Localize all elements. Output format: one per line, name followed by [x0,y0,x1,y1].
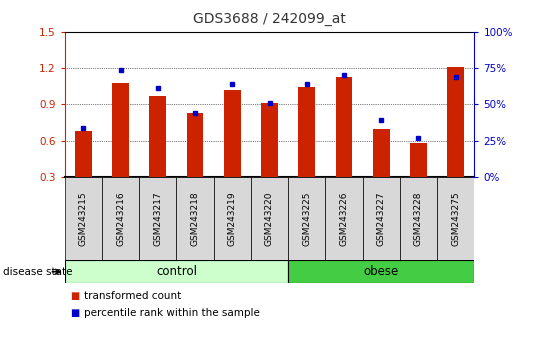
FancyBboxPatch shape [400,177,437,260]
FancyBboxPatch shape [65,260,288,283]
Bar [224,90,240,177]
Text: GSM243218: GSM243218 [190,191,199,246]
Bar [149,96,166,177]
FancyBboxPatch shape [288,260,474,283]
Text: percentile rank within the sample: percentile rank within the sample [84,308,259,318]
Text: GSM243228: GSM243228 [414,192,423,246]
Bar [112,82,129,177]
Text: ■: ■ [70,291,79,301]
Bar [336,76,353,177]
Bar [186,113,203,177]
Text: GSM243275: GSM243275 [451,191,460,246]
FancyBboxPatch shape [363,177,400,260]
Text: GSM243226: GSM243226 [340,192,349,246]
FancyBboxPatch shape [213,177,251,260]
Text: GSM243225: GSM243225 [302,192,311,246]
Text: transformed count: transformed count [84,291,181,301]
Text: GSM243217: GSM243217 [153,191,162,246]
Bar [261,103,278,177]
Text: GSM243227: GSM243227 [377,192,386,246]
FancyBboxPatch shape [102,177,139,260]
FancyBboxPatch shape [251,177,288,260]
FancyBboxPatch shape [326,177,363,260]
FancyBboxPatch shape [176,177,213,260]
Text: GSM243220: GSM243220 [265,192,274,246]
Bar [75,131,92,177]
FancyBboxPatch shape [288,177,326,260]
Text: GSM243215: GSM243215 [79,191,88,246]
Text: obese: obese [364,265,399,278]
Bar [447,67,464,177]
Text: GDS3688 / 242099_at: GDS3688 / 242099_at [193,12,346,27]
Bar [299,87,315,177]
Text: control: control [156,265,197,278]
Text: GSM243216: GSM243216 [116,191,125,246]
Bar [410,143,427,177]
FancyBboxPatch shape [139,177,176,260]
FancyBboxPatch shape [437,177,474,260]
Text: disease state: disease state [3,267,72,277]
FancyBboxPatch shape [65,177,102,260]
Text: ■: ■ [70,308,79,318]
Bar [373,129,390,177]
Text: GSM243219: GSM243219 [228,191,237,246]
